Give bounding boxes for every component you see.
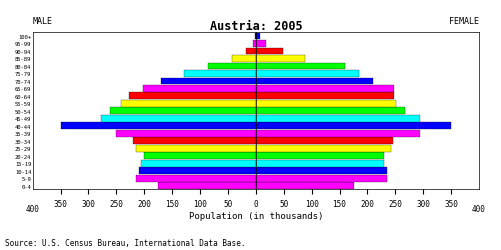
Bar [256,116,420,122]
Bar [256,78,373,85]
Bar [144,153,256,160]
Bar [141,160,256,167]
Bar [161,78,256,85]
Text: 400: 400 [472,204,486,214]
Bar [184,71,256,78]
Bar [136,175,256,182]
Bar [246,48,256,55]
Bar [143,86,256,92]
Bar [255,34,256,40]
Text: Source: U.S. Census Bureau, International Data Base.: Source: U.S. Census Bureau, Internationa… [5,238,245,248]
Bar [256,168,387,174]
Bar [256,48,283,55]
Bar [256,100,396,107]
Bar [110,108,256,115]
Bar [116,130,256,137]
Bar [256,175,387,182]
Bar [256,41,266,48]
Bar [256,153,384,160]
Bar [136,145,256,152]
Bar [208,63,256,70]
Bar [256,145,391,152]
Text: MALE: MALE [33,17,53,26]
Bar [256,86,394,92]
Bar [256,34,261,40]
Bar [256,56,305,62]
Bar [256,71,359,78]
Bar [133,138,256,144]
Bar [256,130,420,137]
Bar [129,93,256,100]
Bar [256,138,393,144]
Bar [256,93,394,100]
X-axis label: Population (in thousands): Population (in thousands) [189,211,323,220]
Bar [256,160,384,167]
Bar [256,108,405,115]
Bar [101,116,256,122]
Bar [158,182,256,189]
Bar [256,63,345,70]
Bar [253,41,256,48]
Title: Austria: 2005: Austria: 2005 [209,20,302,33]
Bar [139,168,256,174]
Bar [61,123,256,130]
Text: 400: 400 [26,204,40,214]
Bar [121,100,256,107]
Bar [232,56,256,62]
Bar [256,123,451,130]
Bar [256,182,354,189]
Text: FEMALE: FEMALE [449,17,479,26]
